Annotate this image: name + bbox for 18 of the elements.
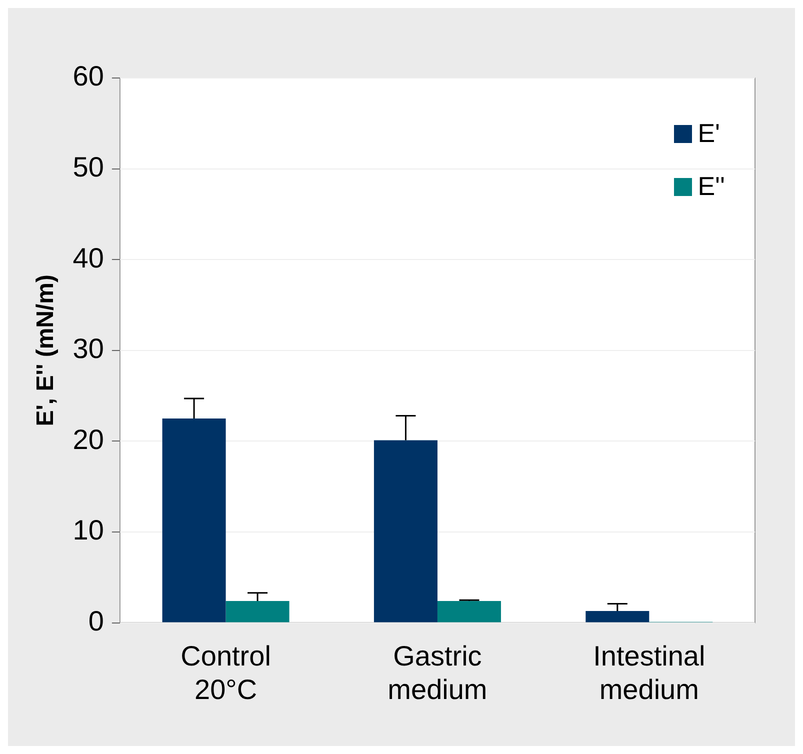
x-tick-label: Gastric medium xyxy=(388,640,488,705)
bar xyxy=(586,610,650,622)
bar xyxy=(162,418,226,622)
bar xyxy=(226,601,290,622)
y-tick-label: 0 xyxy=(88,606,104,637)
y-tick-label: 30 xyxy=(72,333,104,364)
x-tick-label: Control 20°C xyxy=(180,640,271,705)
bar xyxy=(374,440,438,622)
y-tick-label: 50 xyxy=(72,152,104,183)
y-tick-label: 40 xyxy=(72,242,104,274)
y-axis-title: E', E'' (mN/m) xyxy=(32,274,60,426)
y-tick-label: 20 xyxy=(72,424,104,455)
x-tick-label: Intestinal medium xyxy=(593,640,706,705)
y-tick-label: 10 xyxy=(72,514,104,546)
y-tick-label: 60 xyxy=(72,60,104,92)
bar xyxy=(437,601,501,622)
legend-label: E' xyxy=(698,118,720,149)
legend-label: E'' xyxy=(698,171,725,202)
